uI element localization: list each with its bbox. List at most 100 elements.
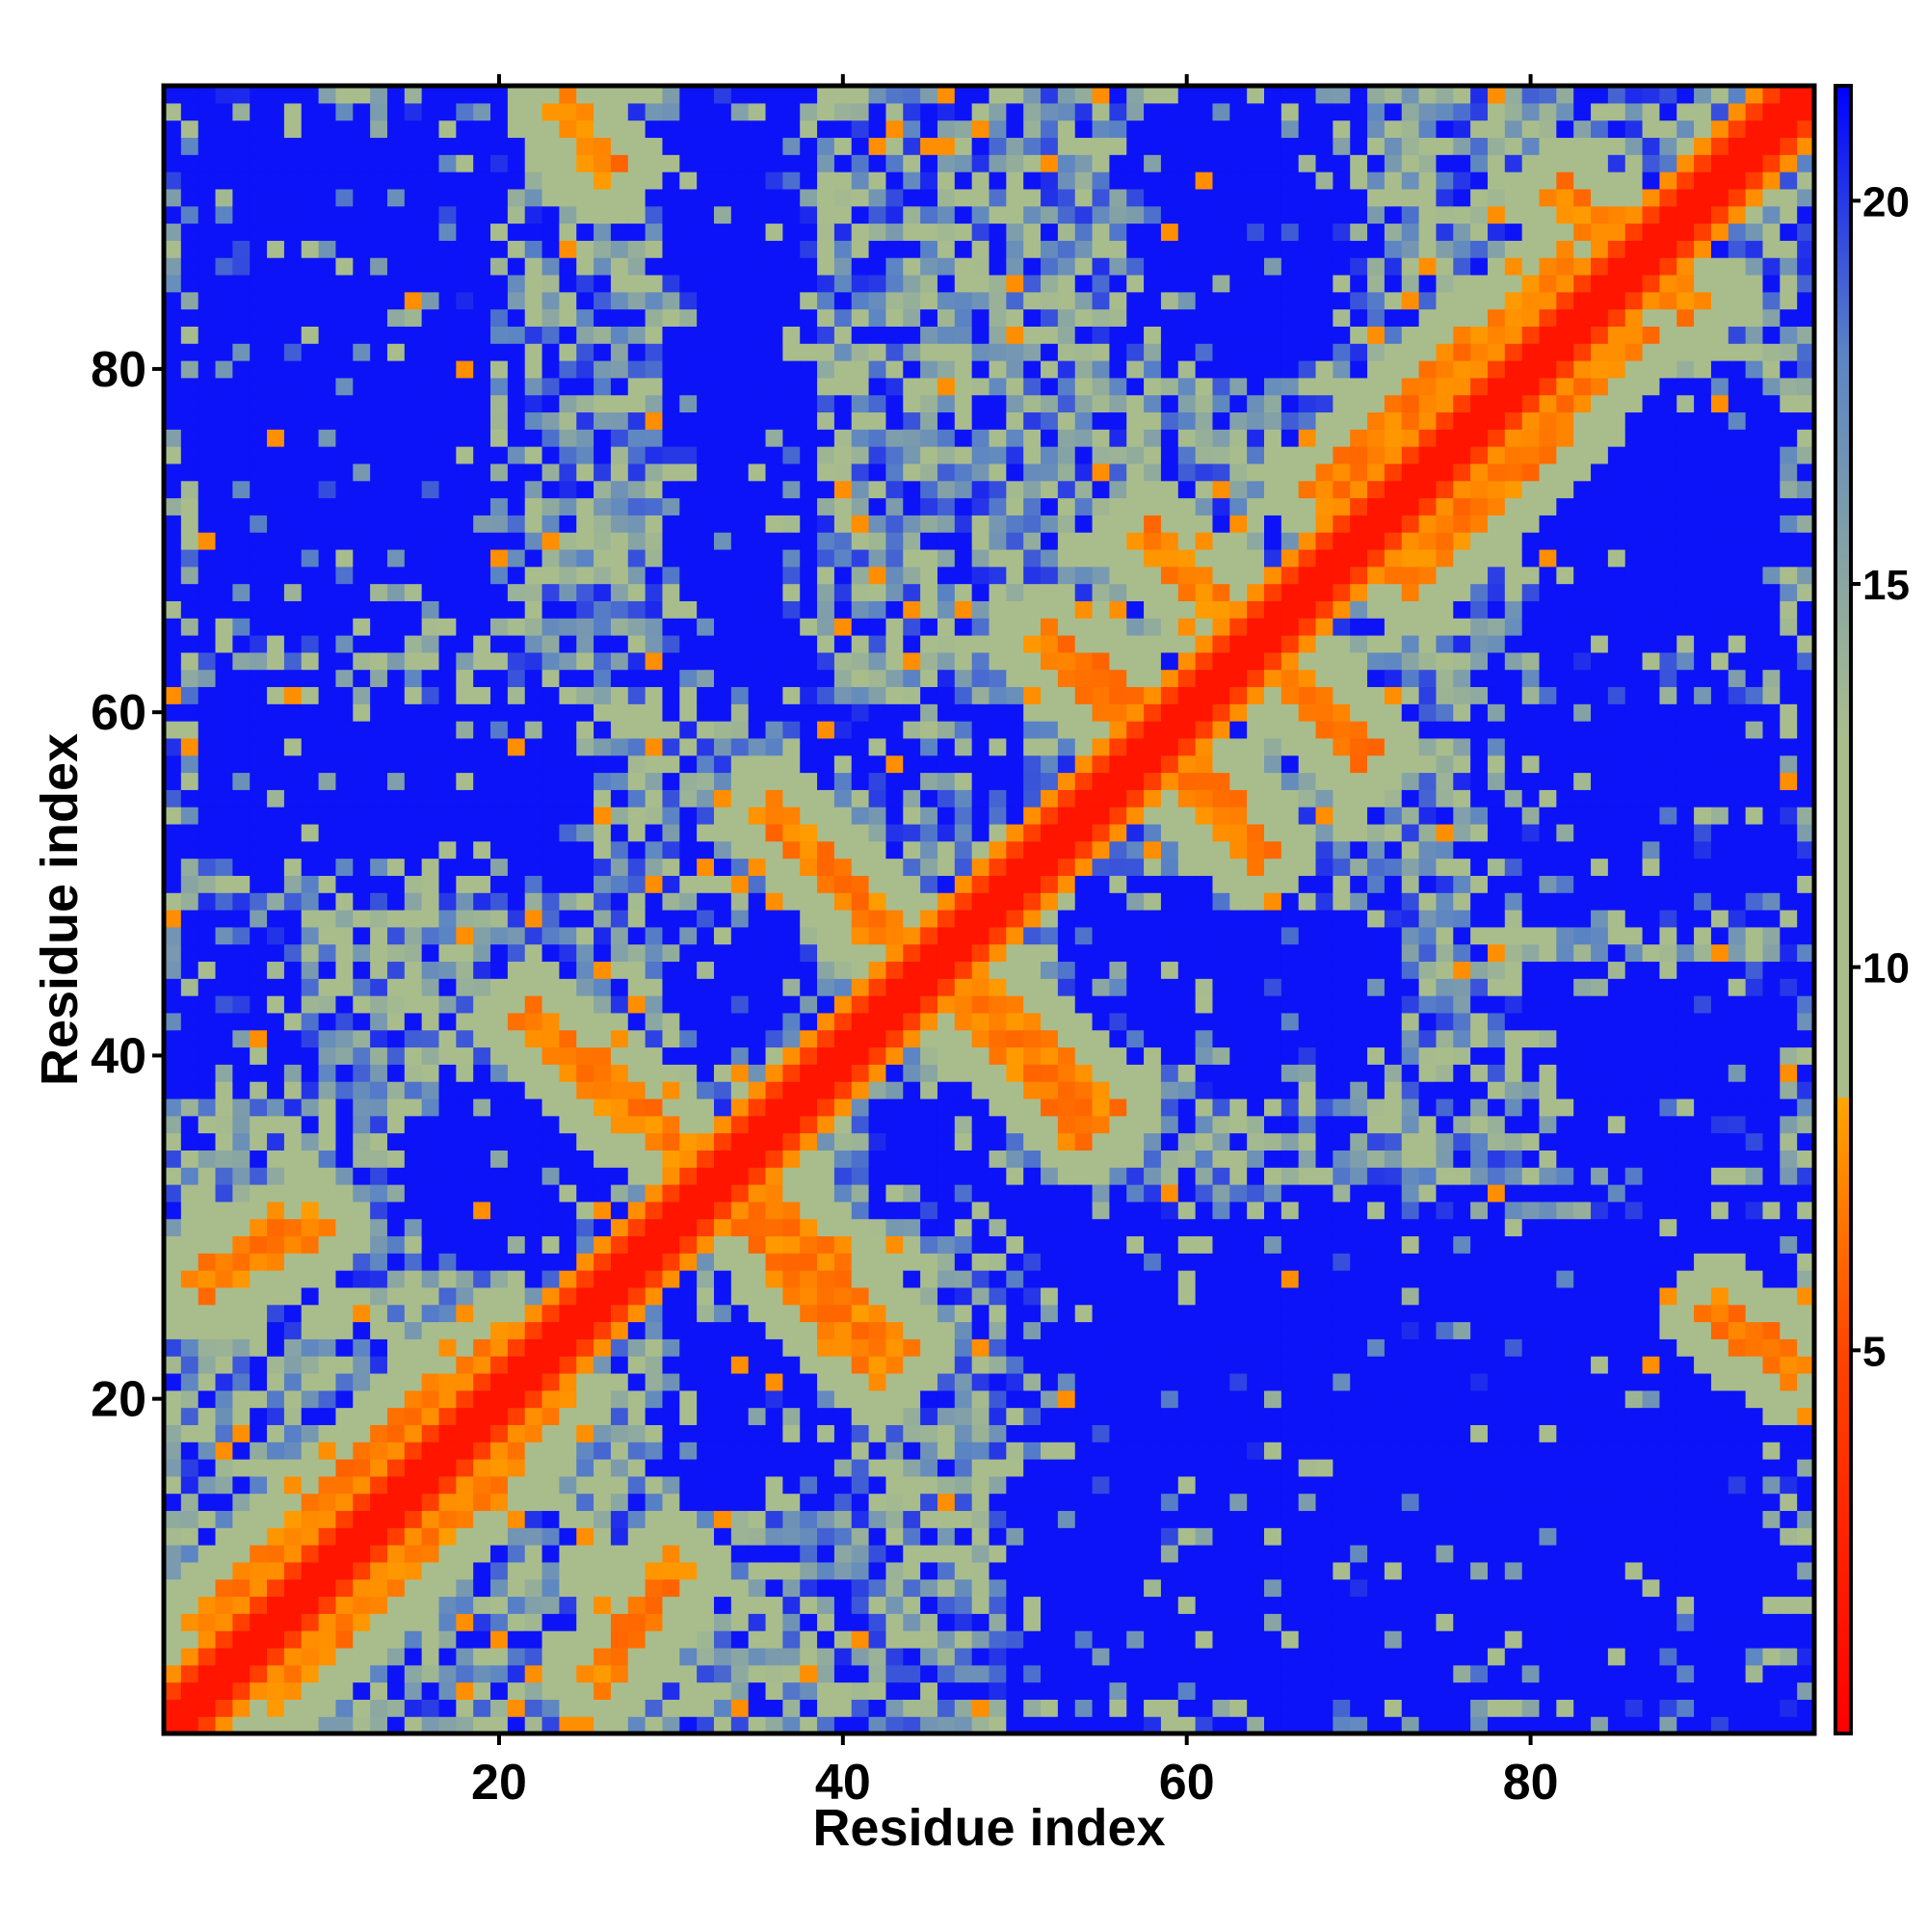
heatmap-cell (490, 635, 508, 652)
heatmap-cell (628, 1202, 646, 1219)
heatmap-cell (508, 137, 525, 154)
heatmap-cell (473, 1133, 490, 1151)
heatmap-cell (335, 1338, 353, 1356)
heatmap-cell (559, 1270, 576, 1287)
heatmap-cell (662, 927, 679, 944)
heatmap-cell (216, 154, 233, 172)
heatmap-cell (370, 481, 387, 498)
heatmap-cell (714, 1545, 731, 1562)
heatmap-cell (662, 378, 679, 395)
heatmap-cell (852, 395, 869, 412)
heatmap-cell (646, 137, 663, 154)
heatmap-cell (714, 515, 731, 532)
heatmap-cell (955, 1235, 972, 1253)
heatmap-cell (628, 961, 646, 978)
heatmap-cell (782, 1494, 800, 1511)
heatmap-cell (267, 600, 284, 618)
heatmap-cell (646, 721, 663, 738)
heatmap-cell (542, 1356, 560, 1373)
heatmap-cell (697, 1699, 714, 1716)
heatmap-cell (920, 1047, 937, 1065)
heatmap-cell (473, 1167, 490, 1184)
heatmap-cell (370, 1287, 387, 1305)
heatmap-cell (817, 446, 834, 463)
heatmap-cell (869, 670, 886, 687)
heatmap-cell (731, 1579, 749, 1597)
heatmap-cell (216, 567, 233, 584)
heatmap-cell (542, 1047, 560, 1065)
heatmap-cell (817, 309, 834, 327)
heatmap-cell (611, 600, 628, 618)
heatmap-cell (990, 1510, 1007, 1527)
heatmap-cell (232, 1167, 250, 1184)
heatmap-cell (335, 1013, 353, 1030)
heatmap-cell (955, 686, 972, 703)
heatmap-cell (714, 137, 731, 154)
heatmap-cell (646, 120, 663, 138)
heatmap-cell (852, 120, 869, 138)
heatmap-cell (284, 343, 302, 360)
heatmap-cell (628, 635, 646, 652)
heatmap-cell (679, 343, 697, 360)
heatmap-cell (885, 137, 903, 154)
heatmap-cell (834, 1322, 852, 1339)
heatmap-cell (559, 755, 576, 773)
heatmap-cell (646, 292, 663, 309)
heatmap-cell (508, 859, 525, 876)
heatmap-cell (1023, 224, 1041, 241)
heatmap-cell (302, 618, 319, 635)
heatmap-cell (817, 498, 834, 516)
heatmap-cell (834, 429, 852, 446)
heatmap-cell (490, 686, 508, 703)
heatmap-cell (422, 652, 439, 670)
heatmap-cell (800, 721, 817, 738)
heatmap-cell (405, 1030, 422, 1047)
heatmap-cell (508, 892, 525, 910)
heatmap-cell (267, 240, 284, 257)
heatmap-cell (766, 600, 783, 618)
heatmap-cell (405, 1424, 422, 1442)
heatmap-cell (353, 1527, 370, 1545)
heatmap-cell (766, 1013, 783, 1030)
heatmap-cell (903, 1527, 920, 1545)
heatmap-cell (198, 137, 216, 154)
heatmap-cell (559, 343, 576, 360)
heatmap-cell (335, 206, 353, 224)
heatmap-cell (490, 1682, 508, 1700)
heatmap-cell (353, 961, 370, 978)
heatmap-cell (714, 755, 731, 773)
heatmap-cell (594, 961, 611, 978)
heatmap-cell (766, 584, 783, 601)
heatmap-cell (646, 532, 663, 549)
heatmap-cell (749, 481, 766, 498)
heatmap-cell (731, 515, 749, 532)
heatmap-cell (679, 686, 697, 703)
heatmap-cell (852, 1116, 869, 1133)
heatmap-cell (646, 635, 663, 652)
heatmap-cell (576, 910, 594, 927)
heatmap-cell (679, 1459, 697, 1476)
heatmap-cell (990, 446, 1007, 463)
heatmap-cell (250, 343, 267, 360)
heatmap-cell (662, 86, 679, 103)
heatmap-cell (1006, 429, 1023, 446)
heatmap-cell (508, 652, 525, 670)
heatmap-cell (782, 618, 800, 635)
heatmap-cell (800, 1064, 817, 1081)
heatmap-cell (782, 1562, 800, 1579)
heatmap-cell (662, 859, 679, 876)
heatmap-cell (646, 549, 663, 567)
heatmap-cell (181, 1305, 198, 1322)
heatmap-cell (662, 1442, 679, 1459)
heatmap-cell (353, 1648, 370, 1665)
heatmap-cell (594, 172, 611, 189)
heatmap-cell (679, 498, 697, 516)
heatmap-cell (284, 755, 302, 773)
heatmap-cell (267, 1373, 284, 1390)
heatmap-cell (284, 875, 302, 892)
heatmap-cell (181, 1459, 198, 1476)
heatmap-cell (216, 635, 233, 652)
heatmap-cell (422, 86, 439, 103)
heatmap-cell (181, 1699, 198, 1716)
heatmap-cell (646, 1287, 663, 1305)
